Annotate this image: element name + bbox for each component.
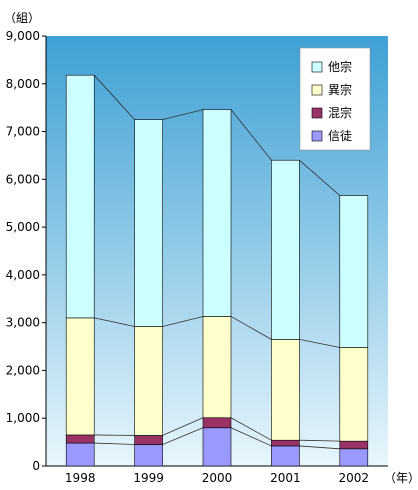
bar-segment-信徒 [339, 448, 369, 467]
legend-swatch [311, 61, 323, 73]
legend-swatch [311, 107, 323, 119]
bar-segment-混宗 [134, 435, 163, 445]
y-tick-label: 9,000 [6, 29, 40, 43]
y-unit-label: （組） [4, 11, 40, 25]
bar-segment-他宗 [134, 119, 163, 327]
bars [65, 74, 369, 467]
bar-segment-異宗 [202, 316, 232, 419]
legend-swatch [311, 84, 323, 96]
legend-label: 混宗 [328, 105, 352, 120]
bar-segment-他宗 [339, 195, 369, 348]
bar-segment-混宗 [202, 417, 232, 429]
connector-line [299, 439, 340, 442]
bar-segment-他宗 [271, 159, 300, 340]
series-connector-lines [93, 74, 341, 450]
legend-swatch [311, 130, 323, 142]
bar-segment-他宗 [65, 74, 95, 319]
legend-label: 他宗 [328, 59, 352, 74]
connector-line [162, 109, 204, 120]
connector-line [162, 316, 204, 327]
connector-line [94, 317, 135, 327]
connector-line [93, 74, 135, 120]
x-tick-label: 2001 [270, 471, 301, 485]
bar-segment-異宗 [65, 317, 95, 436]
bar-segment-異宗 [134, 326, 163, 436]
connector-line [299, 338, 340, 348]
connector-line [230, 109, 272, 161]
y-tick-label: 4,000 [6, 268, 40, 282]
legend-box [299, 47, 371, 151]
bar-segment-信徒 [134, 444, 163, 467]
y-tick-label: 0 [32, 459, 40, 473]
connector-line [299, 445, 340, 450]
connector-line [162, 417, 204, 436]
connector-line [230, 316, 272, 340]
bar-segment-混宗 [271, 439, 300, 447]
bar-segment-他宗 [202, 109, 232, 317]
bar-segment-混宗 [65, 434, 95, 444]
connector-line [230, 427, 272, 447]
x-tick-label: 2000 [202, 471, 233, 485]
y-tick-label: 2,000 [6, 363, 40, 377]
x-unit-label: （年） [384, 471, 418, 485]
y-tick-label: 5,000 [6, 220, 40, 234]
connector-line [162, 427, 204, 445]
bar-segment-信徒 [65, 442, 95, 467]
legend-label: 異宗 [328, 82, 352, 97]
x-axis-ticks: 1998 1999 2000 2001 2002 [65, 471, 369, 485]
x-tick-label: 2002 [339, 471, 370, 485]
y-tick-label: 7,000 [6, 125, 40, 139]
bar-segment-異宗 [271, 339, 300, 441]
bar-segment-信徒 [202, 427, 232, 467]
connector-line [230, 417, 272, 441]
x-tick-label: 1999 [133, 471, 164, 485]
bar-segment-混宗 [339, 440, 369, 450]
connector-line [299, 159, 341, 196]
y-tick-label: 3,000 [6, 316, 40, 330]
connector-line [94, 442, 135, 445]
y-tick-label: 8,000 [6, 77, 40, 91]
y-axis-ticks: 0 1,000 2,000 3,000 4,000 5,000 6,000 7,000 8,00… [6, 29, 46, 473]
legend-label: 信徒 [328, 129, 352, 143]
x-tick-label: 1998 [65, 471, 96, 485]
bar-segment-信徒 [271, 445, 300, 467]
bar-segment-異宗 [339, 347, 369, 442]
y-tick-label: 6,000 [6, 172, 40, 186]
y-tick-label: 1,000 [6, 411, 40, 425]
